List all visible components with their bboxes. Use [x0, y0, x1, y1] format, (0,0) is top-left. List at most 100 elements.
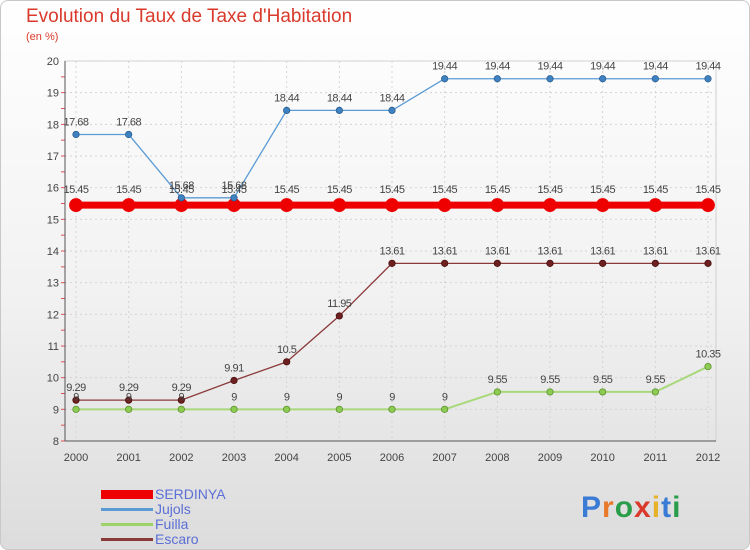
y-tick-label: 19 — [47, 88, 59, 100]
x-tick-label: 2011 — [644, 452, 668, 464]
data-point-serdinya — [543, 198, 557, 212]
data-point-serdinya — [490, 198, 505, 212]
y-tick-label: 14 — [47, 246, 59, 258]
brand-letter: i — [651, 491, 662, 524]
brand-letter: o — [614, 491, 635, 524]
data-point-fuilla — [72, 405, 80, 413]
data-point-escaro — [335, 312, 343, 320]
data-point-serdinya — [121, 198, 136, 212]
legend-label-escaro: Escaro — [155, 531, 199, 547]
data-point-jujols — [546, 75, 554, 83]
data-label-jujols: 19.44 — [643, 61, 668, 73]
data-point-fuilla — [493, 388, 501, 396]
data-point-jujols — [72, 130, 80, 139]
data-label-jujols: 18.44 — [379, 92, 404, 104]
data-point-serdinya — [437, 198, 452, 212]
data-point-jujols — [125, 130, 133, 139]
data-label-serdinya: 15.45 — [327, 184, 352, 196]
data-point-fuilla — [546, 388, 554, 396]
legend-swatch-jujols — [101, 507, 153, 511]
data-label-serdinya: 15.45 — [116, 184, 141, 196]
y-tick-label: 10 — [47, 373, 59, 385]
data-label-fuilla: 9 — [231, 391, 237, 403]
data-point-escaro — [493, 259, 501, 267]
data-label-escaro: 9.91 — [224, 363, 244, 375]
y-tick-label: 17 — [47, 151, 59, 163]
data-label-escaro: 10.5 — [277, 344, 297, 356]
data-label-serdinya: 15.45 — [485, 184, 510, 196]
data-point-escaro — [72, 396, 80, 404]
data-label-escaro: 13.61 — [379, 245, 404, 257]
x-tick-label: 2009 — [538, 452, 562, 464]
data-label-serdinya: 15.45 — [221, 184, 246, 196]
data-label-fuilla: 9 — [284, 391, 290, 403]
data-point-escaro — [125, 396, 133, 404]
data-point-jujols — [651, 75, 659, 83]
data-label-serdinya: 15.45 — [169, 184, 194, 196]
data-label-serdinya: 15.45 — [379, 184, 404, 196]
data-label-fuilla: 9 — [126, 391, 132, 403]
data-label-fuilla: 10.35 — [695, 349, 720, 361]
x-tick-label: 2012 — [696, 452, 720, 464]
x-tick-label: 2007 — [432, 452, 456, 464]
data-point-fuilla — [704, 362, 712, 371]
data-point-fuilla — [651, 388, 659, 396]
data-point-fuilla — [388, 405, 396, 413]
data-label-fuilla: 9 — [73, 391, 79, 403]
legend-item-escaro: Escaro — [101, 531, 199, 547]
brand-letter: P — [581, 491, 603, 524]
chart-title: Evolution du Taux de Taxe d'Habitation — [26, 6, 353, 27]
brand-logo: Proxiti — [581, 491, 681, 525]
data-point-serdinya — [648, 198, 663, 212]
chart-subtitle: (en %) — [26, 31, 59, 43]
data-point-jujols — [177, 194, 185, 202]
data-label-fuilla: 9.55 — [540, 374, 560, 386]
data-point-jujols — [441, 75, 449, 83]
data-label-serdinya: 15.45 — [432, 184, 457, 196]
data-label-jujols: 18.44 — [274, 92, 299, 104]
y-tick-label: 8 — [53, 436, 59, 448]
data-point-jujols — [599, 75, 607, 83]
data-label-escaro: 9.29 — [172, 382, 192, 394]
x-tick-label: 2003 — [222, 452, 246, 464]
x-tick-label: 2001 — [116, 452, 140, 464]
data-label-serdinya: 15.45 — [63, 184, 88, 196]
data-point-escaro — [441, 259, 449, 267]
data-label-fuilla: 9 — [179, 391, 185, 403]
data-label-jujols: 15.68 — [221, 180, 246, 192]
data-point-fuilla — [335, 405, 343, 413]
data-point-escaro — [283, 358, 291, 366]
data-label-escaro: 9.29 — [119, 382, 139, 394]
data-label-fuilla: 9.55 — [593, 374, 613, 386]
legend-label-fuilla: Fuilla — [155, 516, 189, 532]
data-label-jujols: 18.44 — [327, 92, 352, 104]
legend-item-serdinya: SERDINYA — [101, 486, 226, 502]
data-label-jujols: 19.44 — [432, 61, 457, 73]
data-label-escaro: 9.29 — [66, 382, 86, 394]
data-point-serdinya — [332, 198, 347, 212]
data-label-serdinya: 15.45 — [590, 184, 615, 196]
data-label-jujols: 17.68 — [116, 116, 141, 128]
brand-letter: x — [634, 491, 652, 524]
data-label-fuilla: 9.55 — [646, 374, 666, 386]
data-point-serdinya — [701, 198, 715, 212]
legend-item-fuilla: Fuilla — [101, 516, 188, 532]
legend-swatch-fuilla — [101, 522, 153, 526]
x-tick-label: 2004 — [274, 452, 298, 464]
data-label-serdinya: 15.45 — [274, 184, 299, 196]
data-point-escaro — [388, 259, 396, 267]
data-label-escaro: 13.61 — [485, 245, 510, 257]
data-point-serdinya — [385, 198, 399, 212]
x-tick-label: 2008 — [485, 452, 509, 464]
data-label-jujols: 15.68 — [169, 180, 194, 192]
y-tick-label: 12 — [47, 309, 59, 321]
data-label-fuilla: 9 — [337, 391, 343, 403]
x-tick-label: 2000 — [64, 452, 88, 464]
legend-swatch-serdinya — [101, 489, 153, 499]
data-label-jujols: 17.68 — [63, 116, 88, 128]
data-point-serdinya — [595, 198, 610, 212]
legend-label-serdinya: SERDINYA — [155, 486, 226, 502]
data-point-fuilla — [283, 405, 291, 413]
